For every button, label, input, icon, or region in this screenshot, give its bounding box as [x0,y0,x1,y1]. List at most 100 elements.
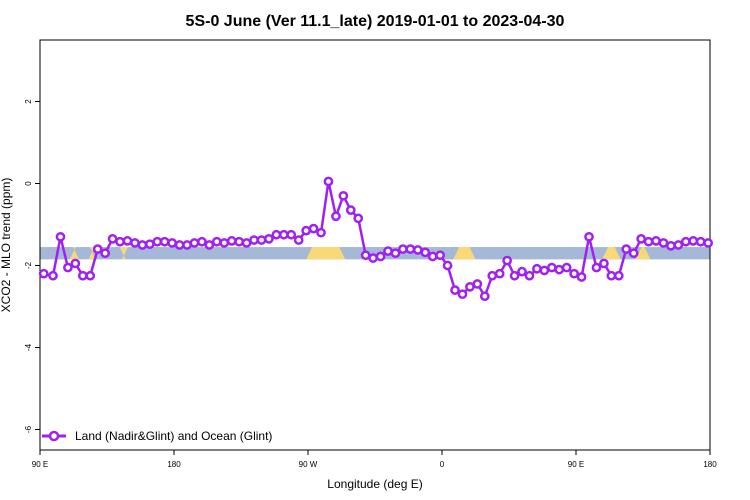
x-tick-label: 90 E [568,460,584,469]
data-point [383,246,393,256]
data-point [412,245,423,255]
land-band-segment [119,247,128,260]
y-tick-label: 2 [24,99,33,104]
x-tick-label: 180 [703,460,717,469]
data-point [308,223,319,234]
data-point [636,234,646,244]
y-tick-label: -4 [24,343,33,351]
data-point [331,211,341,222]
data-point [502,255,512,266]
data-point [561,262,572,273]
data-point [323,176,334,187]
legend-marker-swatch [48,430,60,442]
data-point [465,281,475,292]
data-point [152,236,163,247]
data-point [666,240,676,251]
x-tick-label: 90 W [299,460,318,469]
data-point [606,270,617,281]
data-point [159,236,170,247]
data-point [271,229,282,240]
data-point [256,235,267,245]
data-point [554,264,565,275]
data-point [122,236,133,246]
data-point [197,236,207,247]
x-axis: 90 E 180 90 W 0 90 E 180 [32,450,717,469]
data-point [703,238,713,248]
data-point [130,238,140,248]
y-axis: 2 0 -2 -4 -6 [24,99,40,433]
data-point [38,268,49,279]
y-tick-label: -6 [24,425,33,433]
data-point [658,238,669,248]
data-point [144,239,155,250]
data-point [107,234,118,244]
data-point [293,235,304,245]
data-point [390,248,401,259]
data-point [628,248,639,259]
data-point [509,270,520,281]
data-point [167,238,177,248]
data-point [584,231,594,242]
land-band-segment [306,247,346,260]
data-point [651,236,661,246]
legend-label: Land (Nadir&Glint) and Ocean (Glint) [75,429,272,443]
data-point [621,244,632,254]
x-tick-label: 90 E [32,460,48,469]
y-tick-label: -2 [24,261,33,269]
data-point [182,240,192,250]
data-point [494,268,505,279]
data-point [576,272,587,282]
x-tick-label: 180 [167,460,181,469]
data-point [360,250,371,261]
x-axis-label: Longitude (deg E) [327,477,422,491]
data-point [613,270,624,281]
data-point [688,236,699,246]
data-point [234,236,244,247]
data-point [77,270,88,281]
data-point [450,285,460,295]
data-point [189,238,200,248]
land-band-segment [453,247,476,260]
land-band-segment [88,247,96,260]
data-point [226,236,237,246]
data-point [479,291,490,302]
data-point [70,258,81,269]
data-point [398,244,408,254]
data-point [115,236,125,247]
land-band-segment [602,247,621,260]
data-point [517,266,527,277]
data-point [375,251,386,262]
data-point [427,251,438,262]
data-point [599,258,609,269]
data-point [219,238,230,248]
data-point [368,253,378,263]
data-point [264,234,274,244]
data-point [345,205,356,215]
chart-title: 5S-0 June (Ver 11.1_late) 2019-01-01 to … [186,13,565,30]
data-point [353,213,364,224]
data-point [472,279,483,289]
data-point [569,268,579,279]
data-point [524,270,535,281]
data-point [532,263,542,274]
data-point [92,244,103,254]
land-band-segment [69,247,80,260]
data-point [695,236,706,247]
data-point [643,236,654,247]
data-point [673,240,684,250]
data-point [48,270,58,281]
ocean-band [40,247,710,260]
data-point [435,250,445,261]
series-layer [38,176,713,302]
x-tick-label: 0 [440,460,445,469]
data-point [420,247,431,258]
data-point [591,262,602,273]
data-point [278,229,289,240]
data-point [546,262,557,273]
data-point [539,265,550,276]
data-point [204,240,215,250]
legend: Land (Nadir&Glint) and Ocean (Glint) [42,429,272,443]
data-point [405,244,416,254]
land-band-segment [635,247,651,260]
